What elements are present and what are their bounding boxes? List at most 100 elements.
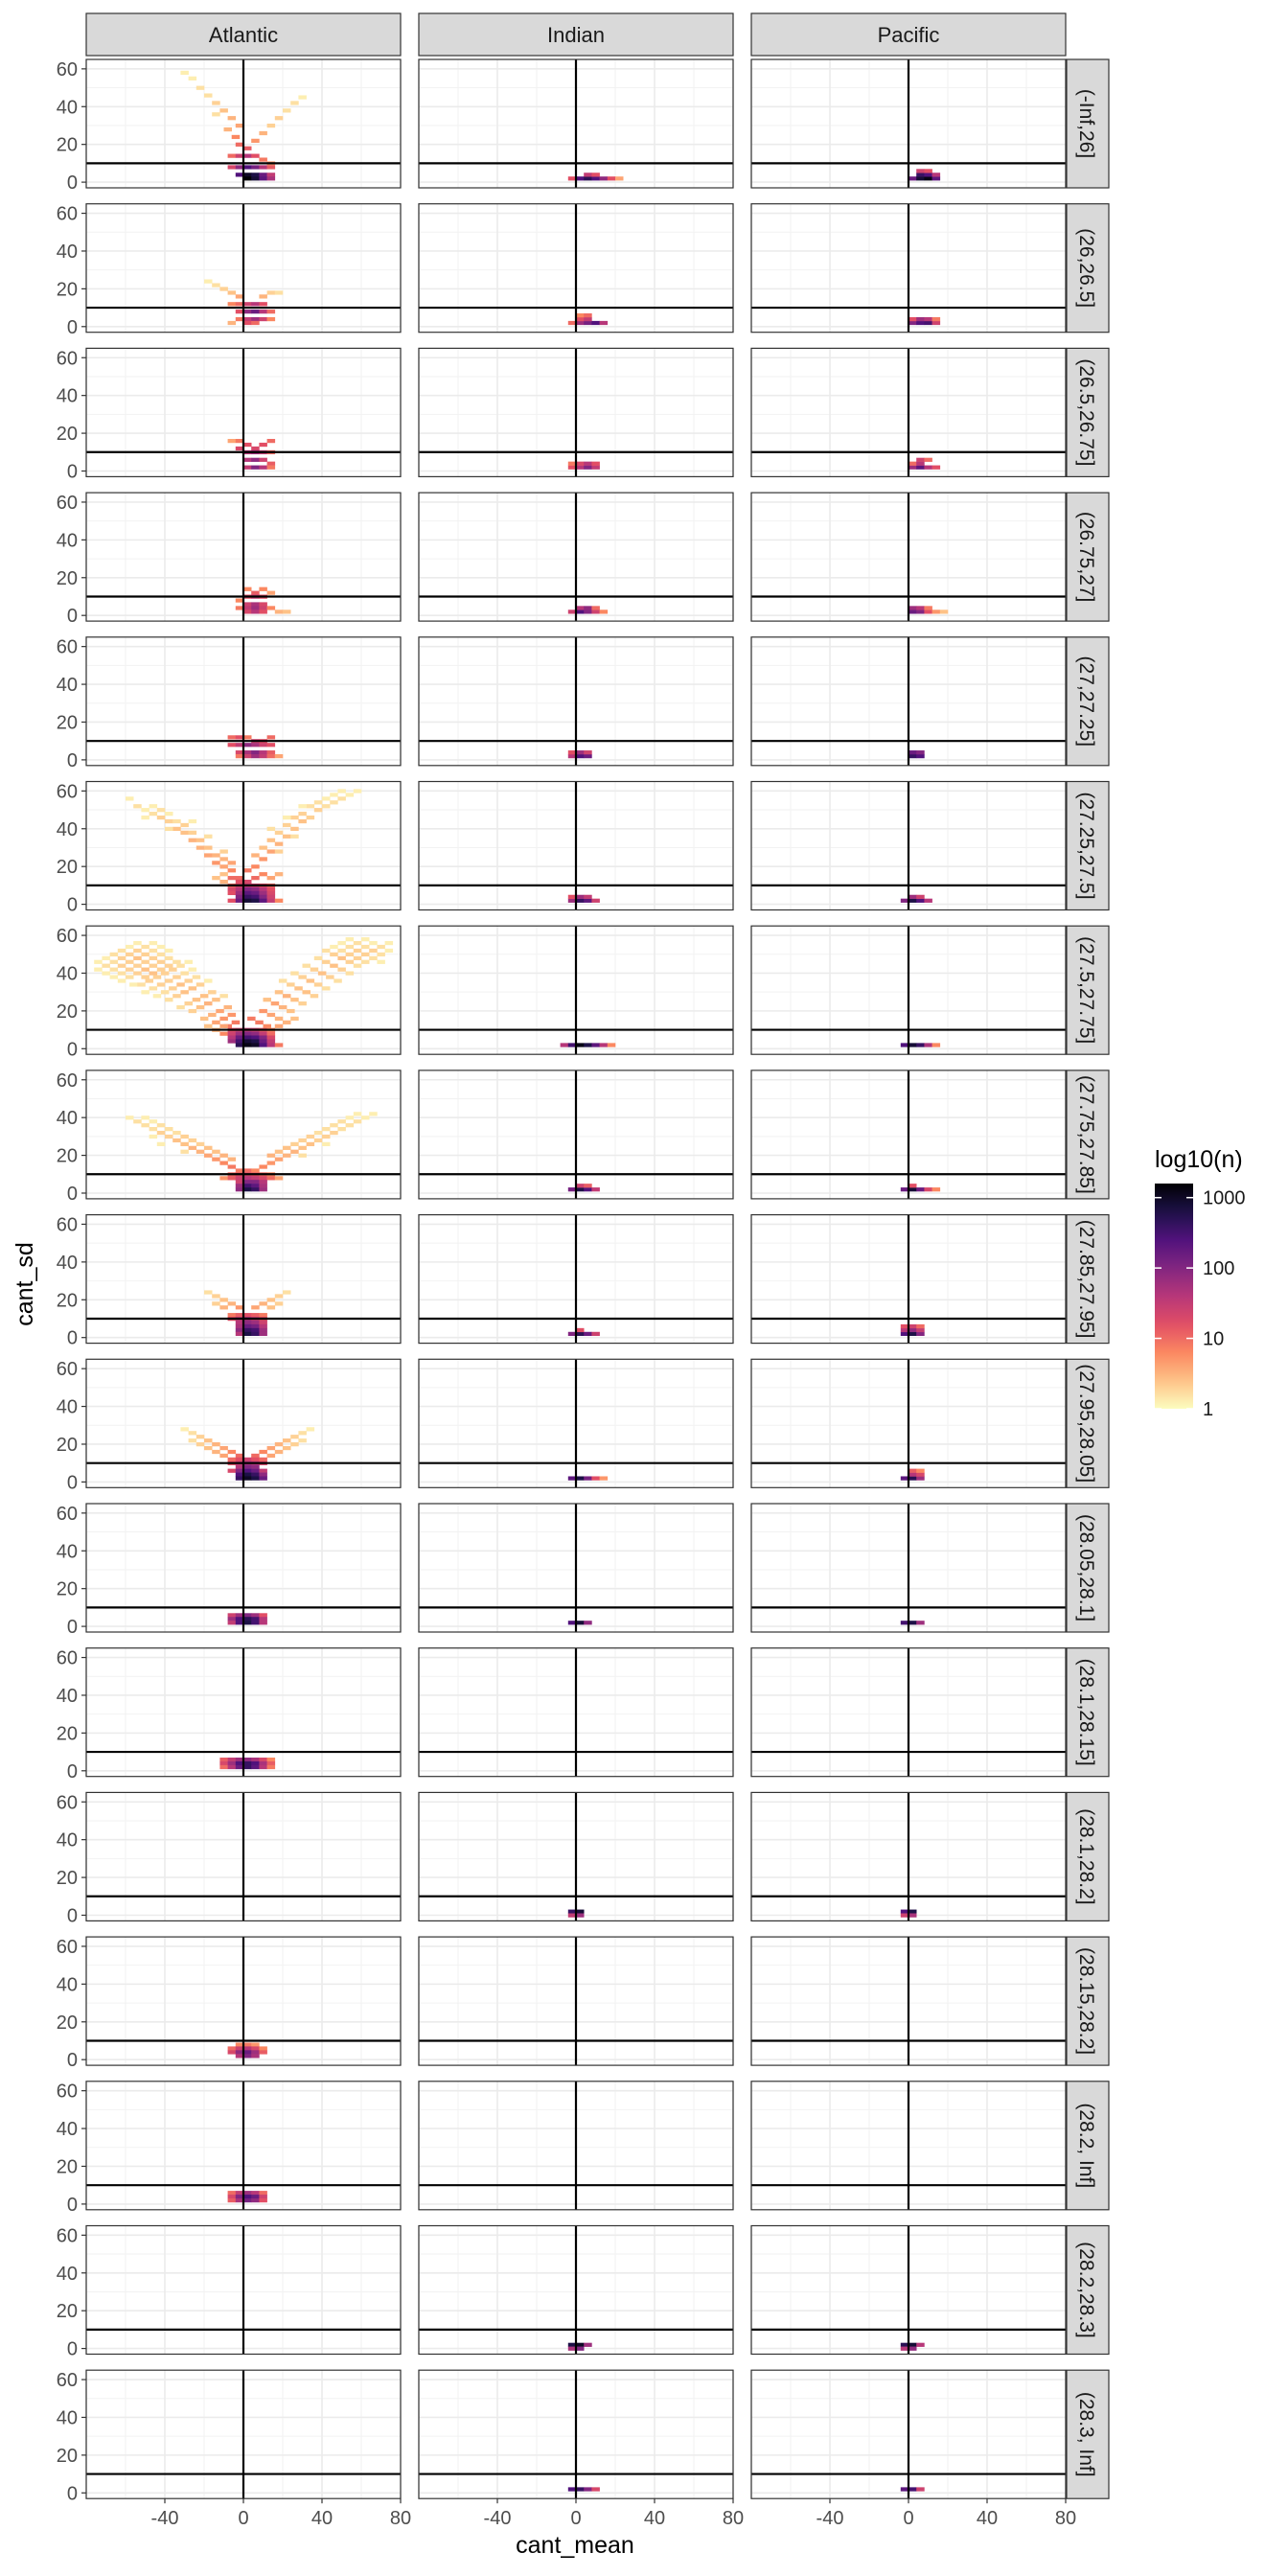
heatmap-cell [266, 1298, 276, 1302]
heatmap-cell [322, 1134, 331, 1139]
heatmap-cell [176, 963, 185, 968]
heatmap-cell [204, 1438, 213, 1443]
heatmap-cell [576, 1327, 585, 1333]
heatmap-cell [192, 998, 201, 1002]
heatmap-cell [219, 1161, 228, 1165]
heatmap-cell [369, 940, 378, 946]
heatmap-cell [584, 2342, 592, 2347]
heatmap-cell [156, 952, 166, 957]
heatmap-cell [133, 971, 142, 976]
heatmap-cell [266, 438, 276, 444]
facet-strips: Atlantic Indian Pacific (-Inf,26] (26,26.5] (… [85, 12, 1110, 2499]
heatmap-cell [384, 948, 394, 954]
heatmap-cell [916, 2342, 925, 2347]
heatmap-cell [259, 1621, 267, 1625]
heatmap-cell [149, 948, 158, 954]
heatmap-cell [263, 1024, 271, 1028]
heatmap-cell [584, 1184, 592, 1188]
heatmap-cell [227, 1313, 237, 1318]
heatmap-cell [235, 753, 244, 759]
column-strip [750, 12, 1067, 57]
heatmap-cell [924, 320, 932, 326]
y-axis-title: cant_sd [12, 1242, 38, 1326]
y-tick-label: 0 [67, 750, 78, 771]
y-tick-label: 40 [57, 2407, 78, 2428]
heatmap-cell [567, 1043, 577, 1047]
heatmap-cell [188, 1145, 197, 1150]
panel-border [85, 925, 402, 1055]
y-tick-label: 60 [57, 637, 78, 658]
heatmap-cell [369, 1112, 378, 1116]
legend-break-label: 100 [1203, 1258, 1234, 1279]
heatmap-cell [283, 834, 291, 839]
heatmap-cell [584, 172, 592, 177]
heatmap-cell [165, 1127, 173, 1132]
heatmap-cell [227, 890, 237, 896]
heatmap-cell [149, 971, 158, 976]
y-tick-label: 60 [57, 2370, 78, 2391]
heatmap-cell [156, 967, 166, 972]
heatmap-cell [251, 138, 260, 143]
heatmap-cell [219, 849, 228, 854]
heatmap-cell [599, 1476, 609, 1481]
y-tick-label: 0 [67, 2483, 78, 2504]
x-tick-label: -40 [484, 2508, 512, 2529]
heatmap-cell [235, 1313, 244, 1318]
color-legend: log10(n) 1000 100 10 1 [1155, 1146, 1246, 1420]
heatmap-cell [133, 1119, 142, 1124]
heatmap-cell [259, 1164, 267, 1169]
heatmap-cell [298, 1145, 307, 1150]
heatmap-cell [900, 2487, 909, 2492]
heatmap-cell [243, 165, 252, 170]
heatmap-cell [251, 2191, 260, 2196]
heatmap-cell [160, 990, 170, 995]
heatmap-cell [266, 886, 276, 892]
heatmap-cell [298, 804, 307, 809]
heatmap-cell [188, 1438, 197, 1443]
heatmap-cell [165, 1134, 173, 1139]
heatmap-cell [251, 894, 260, 899]
heatmap-cell [932, 610, 941, 614]
y-tick-label: 40 [57, 530, 78, 551]
heatmap-cell [251, 316, 260, 322]
heatmap-cell [251, 876, 260, 881]
heatmap-cell [251, 1757, 260, 1762]
heatmap-cell [133, 963, 142, 968]
panel-border [85, 1936, 402, 2066]
heatmap-cell [290, 1141, 299, 1147]
heatmap-cell [274, 1301, 284, 1306]
heatmap-cell [908, 1621, 917, 1625]
heatmap-cell [576, 2487, 585, 2492]
heatmap-cell [243, 586, 252, 591]
heatmap-cell [227, 1301, 237, 1306]
heatmap-cell [259, 465, 267, 470]
heatmap-cell [353, 948, 362, 954]
heatmap-cell [576, 320, 585, 326]
heatmap-cell [908, 1187, 917, 1192]
row-strip [1066, 925, 1110, 1055]
heatmap-cell [306, 1427, 315, 1432]
heatmap-cell [212, 1442, 220, 1447]
heatmap-cell [259, 890, 267, 896]
heatmap-cell [266, 316, 276, 322]
facet-panel [750, 2224, 1067, 2356]
heatmap-cell [196, 845, 205, 850]
heatmap-cell [567, 753, 577, 759]
heatmap-cell [259, 1449, 267, 1455]
facet-panel [85, 1503, 402, 1633]
y-tick-label: 40 [57, 242, 78, 263]
heatmap-cell [576, 465, 585, 470]
heatmap-cell [243, 1184, 252, 1188]
facet-panel [85, 636, 402, 767]
heatmap-cell [235, 1457, 244, 1462]
y-tick-label: 0 [67, 2339, 78, 2360]
heatmap-cell [322, 796, 331, 801]
facet-panel [418, 1213, 734, 1345]
heatmap-cell [576, 1331, 585, 1337]
facet-panel [85, 1647, 402, 1778]
heatmap-cell [251, 153, 260, 158]
facet-panel [85, 2081, 402, 2211]
heatmap-cell [251, 1043, 260, 1047]
heatmap-cell [322, 1141, 331, 1147]
heatmap-cell [235, 1613, 244, 1618]
